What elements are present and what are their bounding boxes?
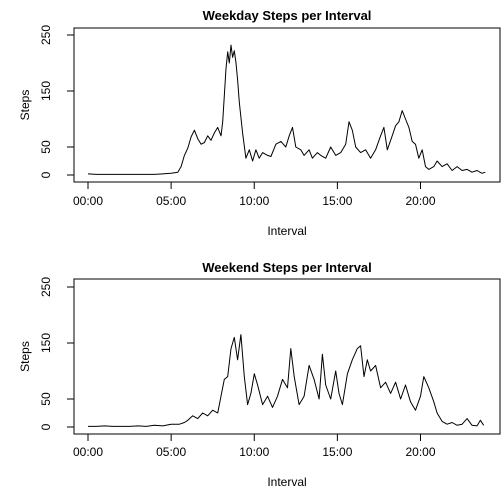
- y-tick-label: 50: [39, 392, 53, 406]
- chart-title: Weekday Steps per Interval: [203, 8, 372, 23]
- chart-title: Weekend Steps per Interval: [202, 260, 372, 275]
- series-line: [88, 334, 485, 427]
- x-tick-label: 05:00: [156, 445, 186, 459]
- x-tick-label: 05:00: [156, 194, 186, 208]
- y-tick-label: 150: [39, 81, 53, 101]
- x-tick-label: 00:00: [73, 445, 103, 459]
- x-tick-label: 20:00: [405, 445, 435, 459]
- x-tick-label: 10:00: [239, 194, 269, 208]
- x-tick-label: 20:00: [405, 194, 435, 208]
- y-axis-label: Steps: [18, 341, 32, 372]
- y-tick-label: 150: [39, 333, 53, 353]
- chart-panel-2: Weekend Steps per Interval 00:00 05:00 10:0…: [18, 260, 501, 489]
- y-tick-label: 250: [39, 277, 53, 297]
- y-axis-label: Steps: [18, 90, 32, 121]
- y-tick-label: 0: [39, 423, 53, 430]
- y-tick-label: 0: [39, 171, 53, 178]
- x-tick-label: 15:00: [322, 194, 352, 208]
- y-tick-label: 50: [39, 140, 53, 154]
- x-tick-label: 00:00: [73, 194, 103, 208]
- plot-frame: [73, 27, 501, 183]
- x-axis-label: Interval: [267, 224, 306, 238]
- chart-panel-1: Weekday Steps per Interval 00:00 05:00 10:0…: [18, 8, 501, 238]
- x-tick-label: 10:00: [239, 445, 269, 459]
- y-tick-label: 250: [39, 25, 53, 45]
- x-axis-label: Interval: [267, 475, 306, 489]
- x-tick-label: 15:00: [322, 445, 352, 459]
- series-line: [87, 44, 486, 175]
